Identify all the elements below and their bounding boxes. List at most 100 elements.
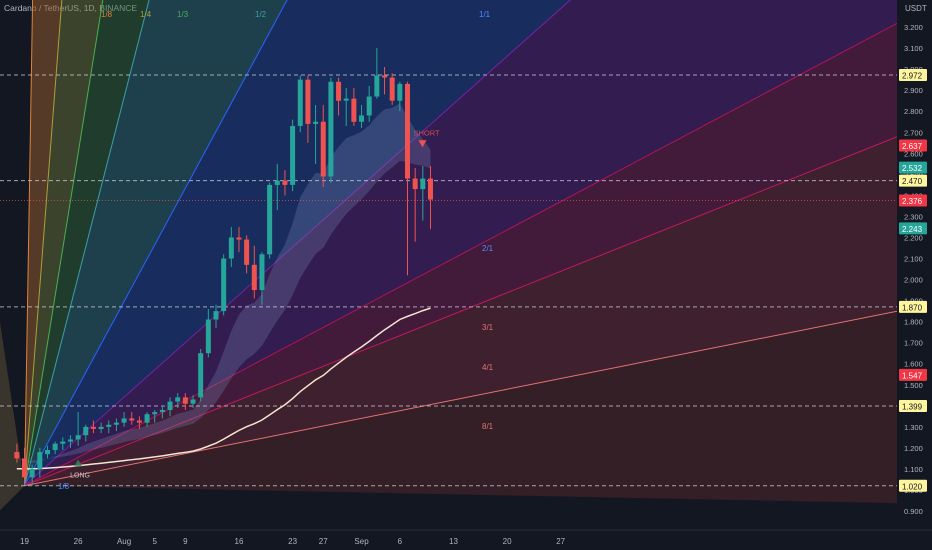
price-tick-label: 1.800 <box>904 318 923 327</box>
price-tick-label: 0.900 <box>904 507 923 516</box>
candle-body <box>412 178 418 190</box>
fan-label: 1/2 <box>255 10 267 19</box>
candle-body <box>374 75 380 97</box>
price-tick-label: 2.700 <box>904 128 923 137</box>
candle-body <box>213 311 219 320</box>
fan-ray-2-1 <box>24 0 572 487</box>
candle-body <box>221 258 227 312</box>
fan-label: 1/3 <box>177 10 189 19</box>
last-price-tag <box>899 368 927 381</box>
price-tick-label: 2.000 <box>904 276 923 285</box>
candle-body <box>290 125 296 185</box>
candle-body <box>60 441 66 444</box>
candle-body <box>29 468 35 478</box>
price-axis-bg <box>898 0 932 550</box>
candle-body <box>320 121 326 177</box>
candle-body <box>427 178 433 200</box>
fan-label: 1/8 <box>101 10 113 19</box>
price-tick-label: 1.600 <box>904 360 923 369</box>
time-tick-label: 5 <box>152 537 157 546</box>
fan-zone-2-1 <box>24 0 897 486</box>
time-tick-label: 13 <box>449 537 458 546</box>
candle-body <box>228 237 234 259</box>
candle-body <box>420 178 426 190</box>
level-price-label: 1.020 <box>902 482 923 491</box>
level-price-label: 2.470 <box>902 177 923 186</box>
price-tick-label: 3.100 <box>904 44 923 53</box>
moving-average-line <box>16 307 431 470</box>
candle-body <box>44 449 50 455</box>
last-price-tag <box>899 161 927 174</box>
long-signal-label: LONG <box>70 472 90 479</box>
ema-ribbon-band <box>16 103 431 464</box>
candle-body <box>136 420 142 423</box>
time-tick-label: 6 <box>398 537 403 546</box>
candle-body <box>389 77 395 101</box>
last-price-label: 2.376 <box>902 197 923 206</box>
candle-body <box>198 353 204 398</box>
price-tick-label: 2.900 <box>904 86 923 95</box>
candle-body <box>52 443 58 450</box>
time-tick-label: 16 <box>235 537 244 546</box>
candle-body <box>98 426 104 429</box>
candle-body <box>236 237 242 240</box>
price-tick-label: 3.200 <box>904 23 923 32</box>
level-price-tag <box>899 479 927 492</box>
annotations: SHORT LONG <box>70 128 440 479</box>
chart-title: Cardano / TetherUS, 1D, BINANCE <box>4 3 138 13</box>
time-tick-label: Sep <box>354 537 369 546</box>
fan-zone-left <box>0 322 25 511</box>
candle-body <box>129 418 135 421</box>
time-tick-label: Aug <box>117 537 131 546</box>
price-axis[interactable]: USDT0.9001.0001.1001.2001.3001.4001.5001… <box>898 0 932 550</box>
price-axis-unit: USDT <box>905 4 927 13</box>
candle-body <box>175 397 181 402</box>
price-tick-label: 2.600 <box>904 149 923 158</box>
fan-label: 4/1 <box>482 363 494 372</box>
fan-ray-4-1 <box>24 136 897 487</box>
candle-body <box>244 239 250 265</box>
candle-body <box>113 422 119 425</box>
price-tick-label: 1.700 <box>904 339 923 348</box>
candle-body <box>121 418 127 423</box>
candle-body <box>267 184 273 255</box>
time-axis[interactable]: 19 26 Aug 5 9 16 23 27 Sep 6 13 20 27 <box>0 529 932 550</box>
time-tick-label: 19 <box>20 537 29 546</box>
last-price-tag <box>899 139 927 152</box>
fan-label: 1/1 <box>479 10 491 19</box>
time-tick-label: 23 <box>288 537 297 546</box>
time-tick-label: 27 <box>319 537 328 546</box>
short-arrow-icon <box>418 140 427 148</box>
fan-label: 2/1 <box>482 244 494 253</box>
candle-body <box>75 435 81 440</box>
candlesticks <box>14 48 433 486</box>
price-tick-label: 1.100 <box>904 465 923 474</box>
candle-body <box>405 83 410 179</box>
last-price-tag <box>899 194 927 207</box>
candle-body <box>336 81 342 101</box>
candle-body <box>67 439 73 442</box>
last-price-label: 1.547 <box>902 371 923 380</box>
price-tick-label: 2.100 <box>904 255 923 264</box>
candle-body <box>205 319 211 354</box>
candle-body <box>305 79 311 124</box>
candle-body <box>190 399 196 404</box>
candle-body <box>343 98 349 101</box>
candle-body <box>282 180 288 185</box>
level-price-label: 1.399 <box>902 403 923 412</box>
candle-body <box>328 81 334 177</box>
price-tick-label: 1.300 <box>904 423 923 432</box>
candle-body <box>351 98 357 122</box>
fan-zone-8-1 <box>24 311 897 504</box>
candle-body <box>397 83 403 101</box>
candle-body <box>359 115 365 122</box>
fan-label: 3/1 <box>482 323 494 332</box>
price-tick-label: 2.300 <box>904 212 923 221</box>
fan-label: 8/1 <box>482 422 494 431</box>
price-tick-label: 1.200 <box>904 444 923 453</box>
time-axis-bg <box>0 530 932 550</box>
last-price-label: 2.637 <box>902 142 923 151</box>
candle-body <box>366 96 372 116</box>
